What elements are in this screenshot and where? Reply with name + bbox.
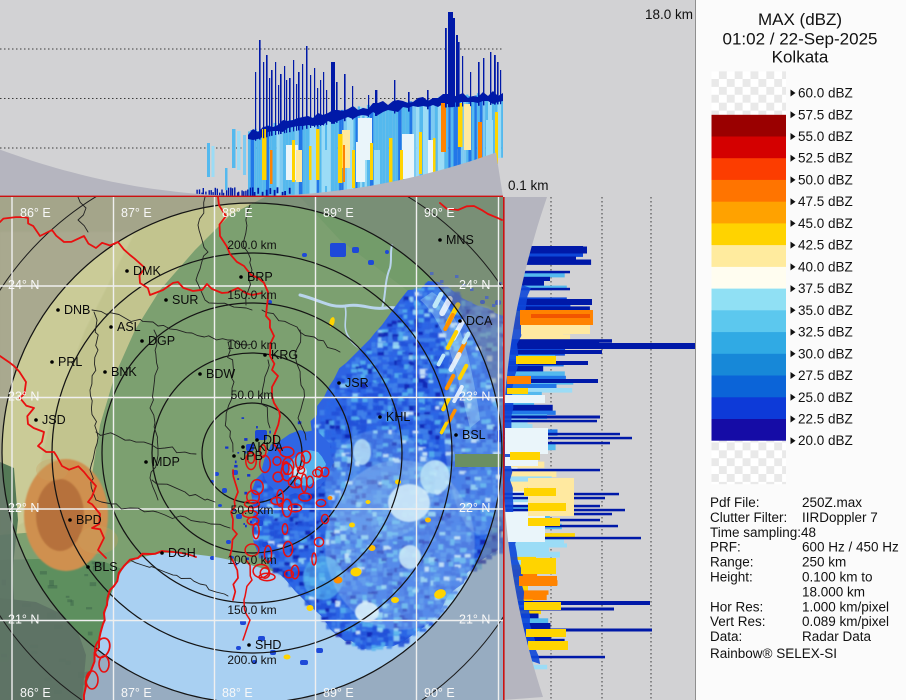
svg-text:86° E: 86° E <box>20 206 51 220</box>
svg-text:18.0 km: 18.0 km <box>645 7 693 22</box>
svg-text:23° N: 23° N <box>459 390 490 404</box>
svg-text:25.0 dBZ: 25.0 dBZ <box>798 390 853 405</box>
svg-text:89° E: 89° E <box>323 686 354 700</box>
svg-text:88° E: 88° E <box>222 206 253 220</box>
svg-text:30.0 dBZ: 30.0 dBZ <box>798 346 853 361</box>
svg-text:47.5 dBZ: 47.5 dBZ <box>798 194 853 209</box>
svg-text:89° E: 89° E <box>323 206 354 220</box>
svg-text:55.0 dBZ: 55.0 dBZ <box>798 129 853 144</box>
svg-text:42.5 dBZ: 42.5 dBZ <box>798 238 853 253</box>
svg-text:18.000 km: 18.000 km <box>802 584 865 599</box>
svg-text:88° E: 88° E <box>222 686 253 700</box>
svg-text:Hor Res:: Hor Res: <box>710 599 763 614</box>
svg-text:52.5 dBZ: 52.5 dBZ <box>798 151 853 166</box>
svg-text:35.0 dBZ: 35.0 dBZ <box>798 303 853 318</box>
svg-text:Data:: Data: <box>710 629 742 644</box>
svg-text:45.0 dBZ: 45.0 dBZ <box>798 216 853 231</box>
svg-text:ASL: ASL <box>117 320 141 334</box>
svg-text:250Z.max: 250Z.max <box>802 495 862 510</box>
svg-text:Rainbow® SELEX-SI: Rainbow® SELEX-SI <box>710 646 837 661</box>
svg-text:BNK: BNK <box>111 365 137 379</box>
svg-text:DGP: DGP <box>148 334 175 348</box>
svg-text:90° E: 90° E <box>424 206 455 220</box>
svg-text:24° N: 24° N <box>459 278 490 292</box>
svg-text:22° N: 22° N <box>8 501 39 515</box>
svg-text:01:02 / 22-Sep-2025: 01:02 / 22-Sep-2025 <box>722 30 877 49</box>
svg-text:BLS: BLS <box>94 560 118 574</box>
svg-text:50.0 km: 50.0 km <box>231 503 274 517</box>
svg-text:Vert Res:: Vert Res: <box>710 614 766 629</box>
svg-text:50.0 km: 50.0 km <box>231 388 274 402</box>
svg-text:BDW: BDW <box>206 367 235 381</box>
svg-text:100.0 km: 100.0 km <box>227 338 276 352</box>
svg-text:24° N: 24° N <box>8 278 39 292</box>
svg-text:Radar Data: Radar Data <box>802 629 872 644</box>
svg-text:JSR: JSR <box>345 376 369 390</box>
svg-text:32.5 dBZ: 32.5 dBZ <box>798 325 853 340</box>
svg-text:BRP: BRP <box>247 270 273 284</box>
svg-text:50.0 dBZ: 50.0 dBZ <box>798 172 853 187</box>
svg-text:0.1 km: 0.1 km <box>508 178 549 193</box>
svg-text:MNS: MNS <box>446 233 474 247</box>
svg-text:27.5 dBZ: 27.5 dBZ <box>798 368 853 383</box>
svg-text:100.0 km: 100.0 km <box>227 553 276 567</box>
svg-text:Kolkata: Kolkata <box>772 48 829 67</box>
svg-text:BSL: BSL <box>462 428 486 442</box>
svg-text:600 Hz / 450 Hz: 600 Hz / 450 Hz <box>802 540 899 555</box>
svg-text:200.0 km: 200.0 km <box>227 238 276 252</box>
svg-text:Time sampling:48: Time sampling:48 <box>710 525 816 540</box>
svg-text:60.0 dBZ: 60.0 dBZ <box>798 86 853 101</box>
svg-text:87° E: 87° E <box>121 686 152 700</box>
svg-text:150.0 km: 150.0 km <box>227 288 276 302</box>
svg-text:22° N: 22° N <box>459 501 490 515</box>
svg-text:DCA: DCA <box>466 314 493 328</box>
svg-text:MDP: MDP <box>152 455 180 469</box>
svg-text:DMK: DMK <box>133 264 161 278</box>
svg-text:57.5 dBZ: 57.5 dBZ <box>798 107 853 122</box>
svg-text:DGH: DGH <box>168 546 196 560</box>
svg-text:KRG: KRG <box>271 348 298 362</box>
svg-text:SHD: SHD <box>255 638 281 652</box>
svg-text:1.000 km/pixel: 1.000 km/pixel <box>802 599 889 614</box>
svg-text:SUR: SUR <box>172 293 198 307</box>
svg-text:Height:: Height: <box>710 570 753 585</box>
svg-text:IIRDoppler 7: IIRDoppler 7 <box>802 510 878 525</box>
svg-text:21° N: 21° N <box>8 613 39 627</box>
svg-text:JSD: JSD <box>42 413 66 427</box>
svg-text:22.5 dBZ: 22.5 dBZ <box>798 412 853 427</box>
svg-text:23° N: 23° N <box>8 390 39 404</box>
svg-text:Range:: Range: <box>710 555 754 570</box>
svg-text:0.089 km/pixel: 0.089 km/pixel <box>802 614 889 629</box>
svg-text:150.0 km: 150.0 km <box>227 603 276 617</box>
svg-text:PRF:: PRF: <box>710 540 741 555</box>
svg-text:87° E: 87° E <box>121 206 152 220</box>
svg-text:40.0 dBZ: 40.0 dBZ <box>798 259 853 274</box>
svg-text:200.0 km: 200.0 km <box>227 653 276 667</box>
svg-text:Clutter Filter:: Clutter Filter: <box>710 510 787 525</box>
svg-text:AKUA: AKUA <box>249 440 284 454</box>
svg-text:21° N: 21° N <box>459 613 490 627</box>
svg-text:MAX (dBZ): MAX (dBZ) <box>758 10 842 29</box>
svg-text:Pdf File:: Pdf File: <box>710 495 760 510</box>
svg-text:20.0 dBZ: 20.0 dBZ <box>798 433 853 448</box>
svg-text:86° E: 86° E <box>20 686 51 700</box>
svg-text:PRL: PRL <box>58 355 82 369</box>
svg-text:0.100 km to: 0.100 km to <box>802 570 873 585</box>
svg-text:KHL: KHL <box>386 410 410 424</box>
svg-text:250 km: 250 km <box>802 555 846 570</box>
svg-text:37.5 dBZ: 37.5 dBZ <box>798 281 853 296</box>
svg-text:90° E: 90° E <box>424 686 455 700</box>
svg-text:JPB: JPB <box>240 449 263 463</box>
svg-text:DNB: DNB <box>64 303 90 317</box>
svg-text:DD: DD <box>263 433 281 447</box>
svg-text:BPD: BPD <box>76 513 102 527</box>
